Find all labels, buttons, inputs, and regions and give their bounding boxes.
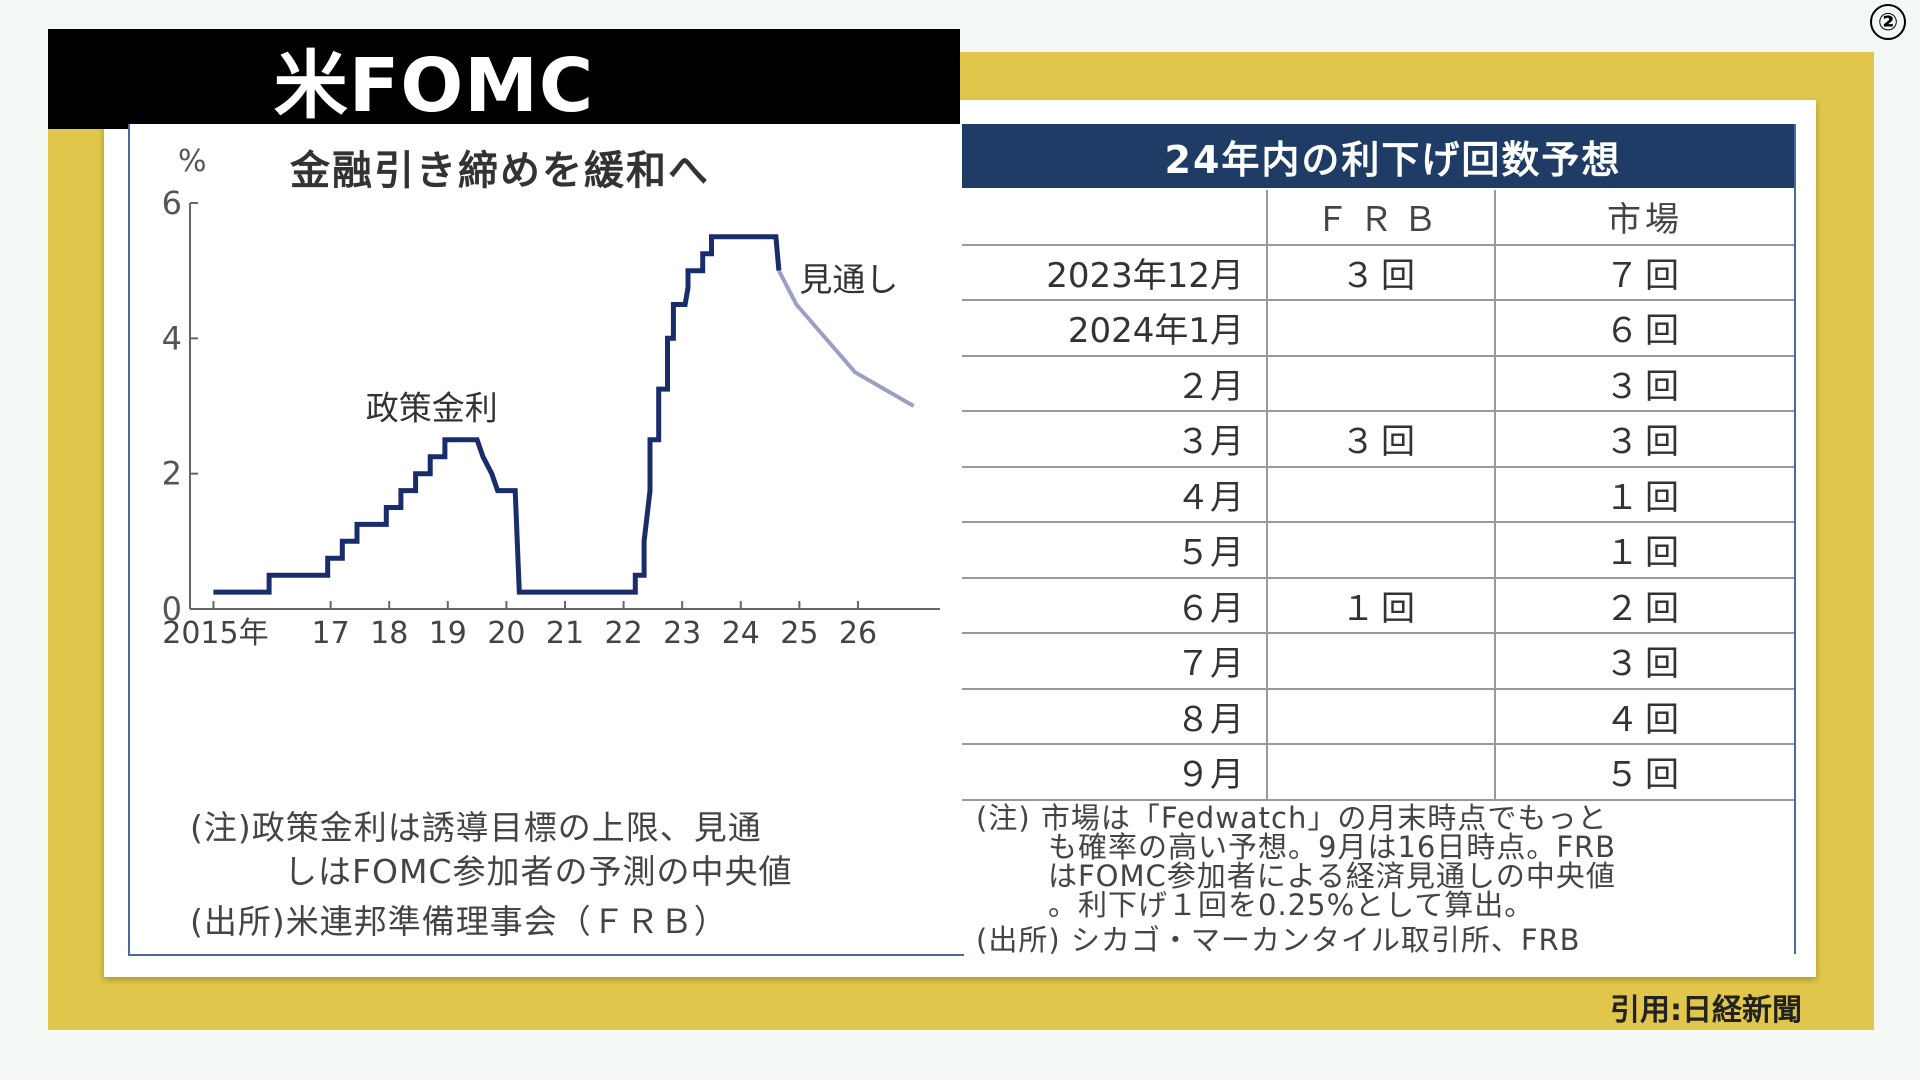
table-title: 24年内の利下げ回数予想 <box>962 124 1794 188</box>
x-tick-label: 2015年 <box>162 616 268 651</box>
y-axis-unit: % <box>178 144 207 179</box>
chart-note-line2: しはFOMC参加者の予測の中央値 <box>284 852 793 891</box>
table-note-line3: はFOMC参加者による経済見通しの中央値 <box>1048 859 1616 893</box>
month-cell: ６月 <box>962 577 1268 634</box>
table-row: ９月 ５回 <box>962 744 1794 801</box>
market-cell: １回 <box>1495 522 1794 579</box>
x-tick-label: 23 <box>663 616 701 651</box>
y-tick-label: 2 <box>162 455 182 493</box>
market-cell: ３回 <box>1495 633 1794 690</box>
month-cell: ５月 <box>962 522 1268 579</box>
market-cell: ７回 <box>1495 244 1794 301</box>
market-cell: ５回 <box>1495 744 1794 801</box>
frb-cell: ３回 <box>1267 411 1496 468</box>
y-tick-label: 0 <box>162 590 182 628</box>
x-tick-label: 25 <box>780 616 818 651</box>
frb-cell <box>1267 522 1496 579</box>
table-row: ６月 １回 ２回 <box>962 577 1794 634</box>
y-tick-label: 4 <box>162 319 182 357</box>
frb-cell <box>1267 633 1496 690</box>
market-cell: ３回 <box>1495 355 1794 412</box>
frb-cell <box>1267 466 1496 523</box>
column-header <box>962 190 1268 246</box>
outlook-line <box>777 269 915 408</box>
column-header: ＦＲＢ <box>1267 190 1496 246</box>
chart-source: (出所)米連邦準備理事会（ＦＲＢ） <box>190 902 728 941</box>
table-row: ２月 ３回 <box>962 355 1794 412</box>
x-tick-label: 20 <box>487 616 525 651</box>
table-row: ８月 ４回 <box>962 688 1794 745</box>
frb-cell <box>1267 355 1496 412</box>
rate-cut-table-panel: 24年内の利下げ回数予想 ＦＲＢ 市場 2023年12月 ３回 ７回 2024年1月 ６回 ２… <box>962 124 1796 957</box>
x-tick-label: 26 <box>839 616 877 651</box>
frb-cell <box>1267 744 1496 801</box>
table-source: (出所) シカゴ・マーカンタイル取引所、FRB <box>976 923 1581 957</box>
table-row: ５月 １回 <box>962 522 1794 579</box>
table-row: 2024年1月 ６回 <box>962 300 1794 357</box>
chart-note-line1: (注)政策金利は誘導目標の上限、見通 <box>190 808 762 847</box>
market-cell: ６回 <box>1495 300 1794 357</box>
table-row: ７月 ３回 <box>962 633 1794 690</box>
table-row: ４月 １回 <box>962 466 1794 523</box>
frb-cell <box>1267 300 1496 357</box>
frb-cell: １回 <box>1267 577 1496 634</box>
x-tick-label: 19 <box>429 616 467 651</box>
frb-cell: ３回 <box>1267 244 1496 301</box>
x-tick-label: 24 <box>722 616 760 651</box>
citation: 引用:日経新聞 <box>1610 993 1802 1028</box>
market-cell: ２回 <box>1495 577 1794 634</box>
month-cell: ９月 <box>962 744 1268 801</box>
x-tick-label: 22 <box>605 616 643 651</box>
month-cell: ２月 <box>962 355 1268 412</box>
chart-title: 金融引き締めを緩和へ <box>290 148 710 194</box>
policy-rate-line <box>213 234 782 595</box>
table-note-line1: (注) 市場は「Fedwatch」の月末時点でもっと <box>976 801 1608 835</box>
slide-title: 米FOMC <box>48 29 960 129</box>
table-row: 2023年12月 ３回 ７回 <box>962 244 1794 301</box>
x-tick-label: 18 <box>370 616 408 651</box>
table-header-row: ＦＲＢ 市場 <box>962 190 1794 246</box>
rate-cut-table: ＦＲＢ 市場 2023年12月 ３回 ７回 2024年1月 ６回 ２月 ３回 ３月 ３回 ３回 ４月 １回… <box>962 190 1794 801</box>
x-tick-label: 21 <box>546 616 584 651</box>
month-cell: 2023年12月 <box>962 244 1268 301</box>
month-cell: ７月 <box>962 633 1268 690</box>
policy-rate-annotation: 政策金利 <box>366 389 498 428</box>
market-cell: ４回 <box>1495 688 1794 745</box>
table-note-line2: も確率の高い予想。9月は16日時点。FRB <box>1048 830 1617 864</box>
page-number-badge: ② <box>1870 4 1906 40</box>
month-cell: ８月 <box>962 688 1268 745</box>
y-tick-label: 6 <box>162 184 182 222</box>
x-tick-label: 17 <box>312 616 350 651</box>
table-note-line4: 。利下げ１回を0.25%として算出。 <box>1048 888 1535 922</box>
month-cell: 2024年1月 <box>962 300 1268 357</box>
frb-cell <box>1267 688 1496 745</box>
month-cell: ３月 <box>962 411 1268 468</box>
rate-chart-panel: % 金融引き締めを緩和へ 0 2 4 6 2015年 17 18 19 20 21 22 23 24 25… <box>128 124 964 956</box>
month-cell: ４月 <box>962 466 1268 523</box>
market-cell: １回 <box>1495 466 1794 523</box>
outlook-annotation: 見通し <box>799 260 898 299</box>
market-cell: ３回 <box>1495 411 1794 468</box>
column-header: 市場 <box>1495 190 1794 246</box>
table-row: ３月 ３回 ３回 <box>962 411 1794 468</box>
